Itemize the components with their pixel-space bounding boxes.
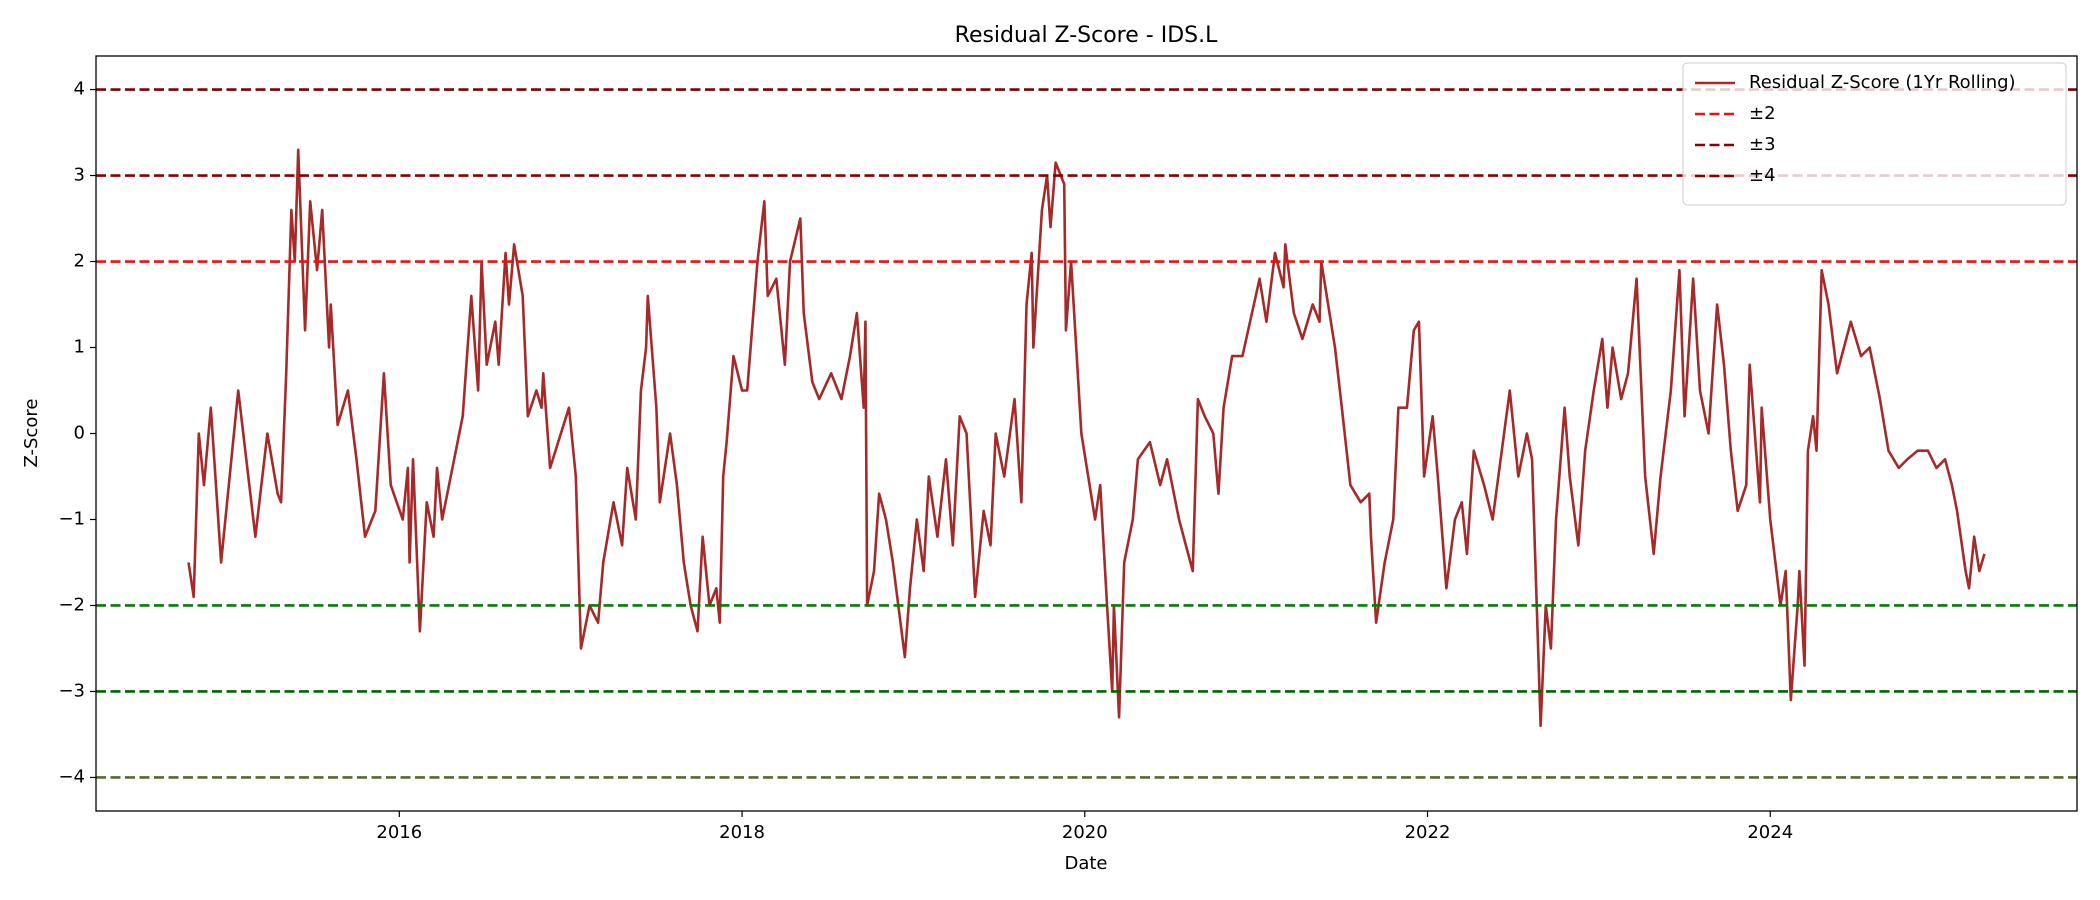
legend-label: Residual Z-Score (1Yr Rolling) bbox=[1749, 72, 2016, 93]
y-tick-label: 4 bbox=[74, 79, 85, 100]
series-line bbox=[187, 148, 1986, 728]
x-tick-label: 2018 bbox=[719, 822, 765, 843]
x-tick-label: 2022 bbox=[1405, 822, 1451, 843]
x-axis-label: Date bbox=[1064, 853, 1107, 874]
y-tick-label: 2 bbox=[74, 251, 85, 272]
plot-frame bbox=[95, 55, 2078, 812]
y-axis-label: Z-Score bbox=[21, 399, 42, 468]
chart-title: Residual Z-Score - IDS.L bbox=[955, 23, 1218, 48]
legend-label: ±3 bbox=[1749, 134, 1776, 155]
y-tick-label: 3 bbox=[74, 165, 85, 186]
legend-box bbox=[1682, 62, 2067, 206]
y-tick-label: −4 bbox=[58, 766, 85, 787]
y-tick-label: 0 bbox=[74, 423, 85, 444]
x-tick-label: 2020 bbox=[1062, 822, 1108, 843]
y-tick-label: 1 bbox=[74, 337, 85, 358]
x-tick-label: 2016 bbox=[376, 822, 422, 843]
y-tick-label: −2 bbox=[58, 594, 85, 615]
y-tick-label: −3 bbox=[58, 680, 85, 701]
y-tick-label: −1 bbox=[58, 508, 85, 529]
legend-label: ±4 bbox=[1749, 165, 1776, 186]
x-tick-label: 2024 bbox=[1747, 822, 1793, 843]
legend-label: ±2 bbox=[1749, 103, 1776, 124]
